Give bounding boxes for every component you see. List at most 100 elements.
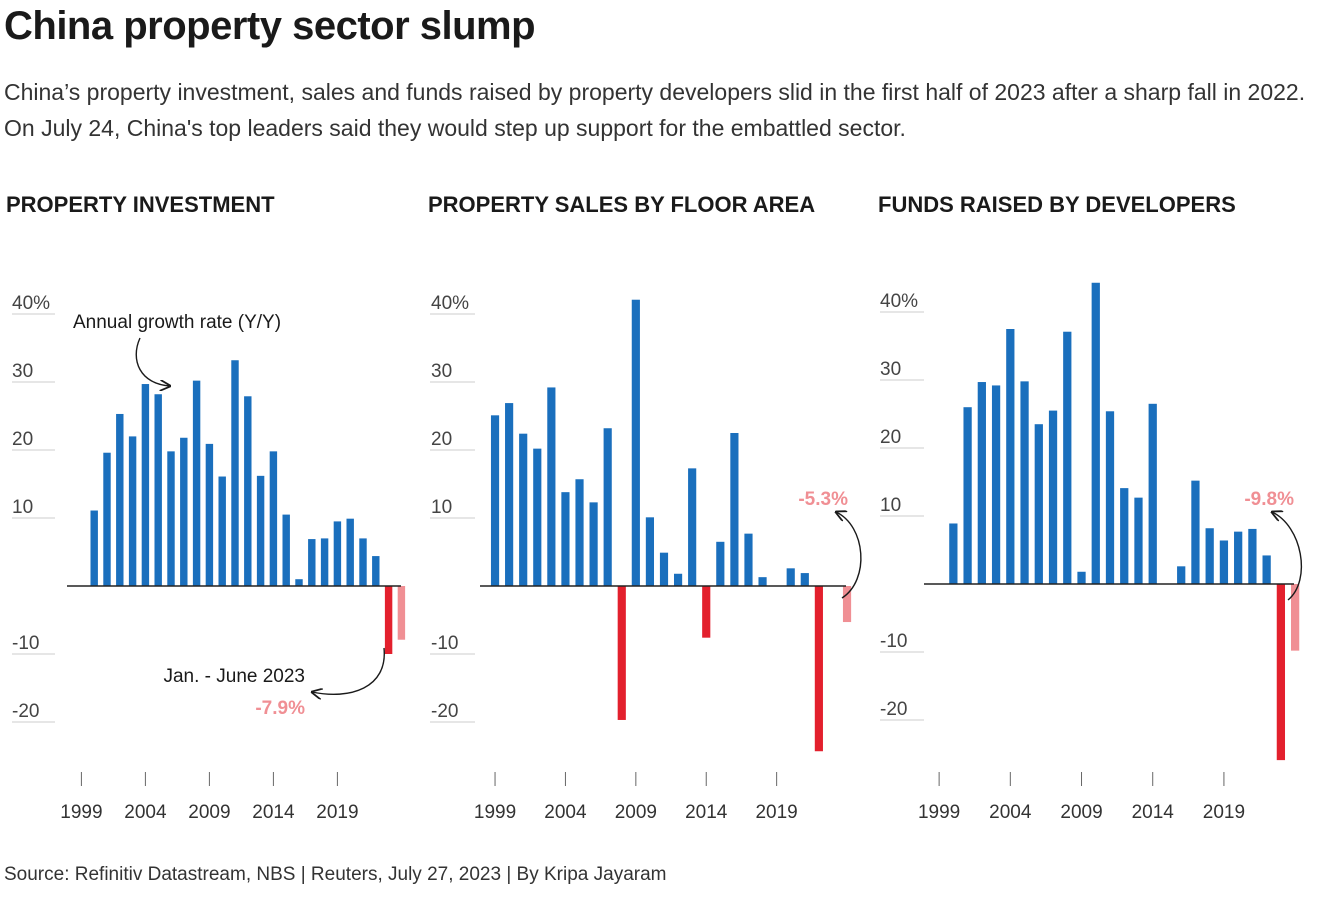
bar-2003 [547,387,556,586]
bar-2013 [256,475,265,586]
bar-2020 [1234,531,1243,584]
bar-2016 [730,433,739,586]
bar-2003 [991,385,1001,584]
bar-2013 [1134,497,1143,584]
x-tick-label: 2019 [316,802,358,823]
subtitle: China’s property investment, sales and f… [4,79,1306,141]
y-tick-label: 10 [880,495,901,516]
bar-2021 [800,573,809,586]
y-tick-label: -20 [12,701,39,722]
x-tick-label: 2004 [544,802,587,823]
y-tick-label: 10 [12,497,33,518]
y-tick-label: 30 [880,359,901,380]
annotation-arrow [836,512,862,599]
bar-2002 [533,448,542,586]
bar-2000 [90,510,98,586]
bar-2018 [320,538,329,586]
bar-2017 [308,539,316,586]
x-tick-label: 2014 [252,802,295,823]
bar-2015 [716,541,725,586]
annotation-arrow [312,647,385,694]
bar-2014 [269,451,278,586]
bar-2002 [116,413,124,586]
bar-2007 [180,437,188,586]
annotation-value-investment: -7.9% [255,698,305,719]
x-tick-label: 2019 [1203,802,1245,823]
bar-2018 [1205,528,1214,584]
y-tick-label: 40% [431,293,469,314]
bar-2002 [977,382,986,584]
y-tick-label: -20 [880,699,907,720]
bar-2010 [218,476,226,586]
bar-2007 [603,428,612,586]
x-tick-label: 2014 [1132,802,1175,823]
bar-2023-h1 [842,586,852,623]
bar-2012 [244,396,252,586]
bar-2012 [1120,488,1129,584]
bar-2023 [384,586,393,654]
bar-2011 [1105,411,1115,584]
bar-2020 [346,518,354,586]
bar-2008 [1063,331,1072,584]
bar-2003 [128,436,137,586]
bar-1999 [490,415,500,586]
y-tick-label: 30 [431,361,452,382]
annotation-period: Jan. - June 2023 [163,666,305,687]
y-tick-label: -20 [431,701,458,722]
bar-2004 [1006,329,1015,584]
bar-2022 [1262,555,1271,584]
chart-panel-funds: 40% 30 20 10 -10 -20 1999 2004 2009 2014 2019 [880,282,1300,823]
chart-panel-sales: 40% 30 20 10 -10 -20 1999 2004 2009 2014 2019 [430,293,852,823]
bar-2004 [141,384,150,586]
bar-2022 [372,556,380,586]
bar-2019 [1219,540,1229,584]
bar-2010 [645,517,655,586]
bar-2012 [673,573,683,586]
x-tick-label: 2019 [755,802,797,823]
annotation-growth-rate: Annual growth rate (Y/Y) [73,312,281,333]
chart-title-investment: PROPERTY INVESTMENT [6,192,275,217]
x-tick-label: 2004 [124,802,167,823]
bar-2023 [1276,584,1286,761]
y-tick-label: -10 [880,631,907,652]
bar-2023-h1 [397,586,406,640]
bar-2000 [505,403,514,586]
chart-title-sales: PROPERTY SALES BY FLOOR AREA [428,192,816,217]
bar-2017 [1191,480,1200,584]
x-tick-label: 2009 [1060,802,1102,823]
bar-2005 [1020,381,1029,584]
x-tick-label: 2009 [615,802,657,823]
bar-2000 [949,523,958,584]
bar-2005 [575,479,584,586]
annotation-arrow [135,337,170,386]
y-tick-label: 20 [431,429,452,450]
y-tick-label: 30 [12,361,33,382]
bar-2014 [1148,403,1157,584]
bar-2001 [519,433,528,586]
bar-2013 [688,468,697,586]
bar-2014 [702,586,711,638]
y-tick-label: 40% [12,293,50,314]
bar-2019 [333,521,342,586]
annotation-value-funds: -9.8% [1244,489,1294,510]
bar-2016 [1177,566,1186,584]
bar-2009 [631,299,640,586]
x-tick-label: 1999 [60,802,102,823]
bar-2004 [561,492,570,586]
bar-2018 [758,577,767,586]
bar-2006 [589,502,598,586]
bar-2016 [295,579,303,586]
source-note: Source: Refinitiv Datastream, NBS | Reut… [4,864,667,885]
annotation-layer: Annual growth rate (Y/Y) Jan. - June 2023… [73,312,1303,719]
x-tick-label: 1999 [474,802,516,823]
bar-2005 [154,394,162,586]
bar-2011 [659,552,669,586]
bar-2007 [1048,410,1058,584]
bar-2009 [1077,571,1086,584]
bar-2022 [814,586,823,752]
bar-2006 [167,451,175,586]
annotation-value-sales: -5.3% [798,489,848,510]
bar-2008 [617,586,626,720]
bar-2020 [786,568,795,586]
